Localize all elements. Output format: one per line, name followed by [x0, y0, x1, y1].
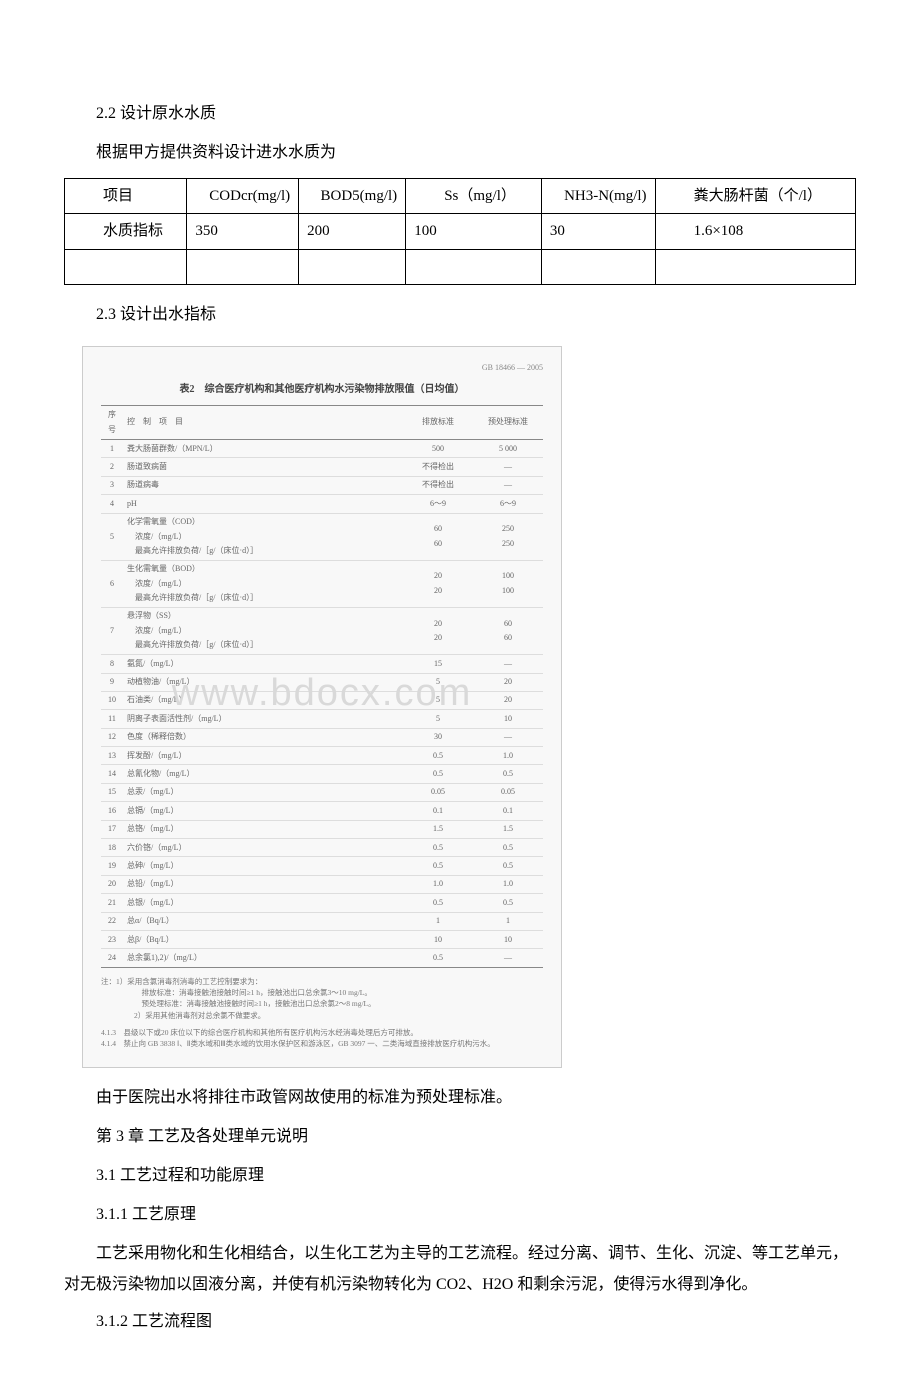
fig-col-1: 控 制 项 目 — [123, 406, 403, 440]
val-ss: 100 — [406, 214, 542, 250]
fig-note-1: 注：1）采用含氯消毒剂消毒的工艺控制要求为： 排放标准：消毒接触池接触时间≥1 … — [101, 976, 543, 1021]
heading-2-3: 2.3 设计出水指标 — [64, 301, 856, 330]
heading-2-2: 2.2 设计原水水质 — [64, 100, 856, 129]
fig-row: 10石油类/（mg/L）520 — [101, 691, 543, 709]
fig-row: 18六价铬/（mg/L）0.50.5 — [101, 839, 543, 857]
fig-col-2: 排放标准 — [403, 406, 473, 440]
intro-2-2: 根据甲方提供资料设计进水水质为 — [64, 139, 856, 168]
heading-3-1: 3.1 工艺过程和功能原理 — [64, 1162, 856, 1191]
fig-col-3: 预处理标准 — [473, 406, 543, 440]
fig-row: 22总α/（Bq/L）11 — [101, 912, 543, 930]
fig-row: 11阴离子表面活性剂/（mg/L）510 — [101, 710, 543, 728]
para-3-1-1: 工艺采用物化和生化相结合，以生化工艺为主导的工艺流程。经过分离、调节、生化、沉淀… — [64, 1239, 856, 1300]
fig-row: 4pH6～96～9 — [101, 495, 543, 513]
chapter-3-heading: 第 3 章 工艺及各处理单元说明 — [64, 1123, 856, 1152]
heading-3-1-2: 3.1.2 工艺流程图 — [64, 1308, 856, 1337]
fig-note-2: 4.1.3 县级以下或20 床位以下的综合医疗机构和其他所有医疗机构污水经消毒处… — [101, 1027, 543, 1050]
fig-row: 21总银/（mg/L）0.50.5 — [101, 894, 543, 912]
fig-col-0: 序号 — [101, 406, 123, 440]
fig-row: 1粪大肠菌群数/（MPN/L）5005 000 — [101, 440, 543, 458]
post-figure-para: 由于医院出水将排往市政管网故使用的标准为预处理标准。 — [64, 1084, 856, 1113]
table-data-row: 水质指标 350 200 100 30 1.6×108 — [65, 214, 856, 250]
fig-row: 13挥发酚/（mg/L）0.51.0 — [101, 747, 543, 765]
fig-row: 12色度（稀释倍数）30— — [101, 728, 543, 746]
table-header-row: 项目 CODcr(mg/l) BOD5(mg/l) Ss（mg/l） NH3-N… — [65, 178, 856, 214]
fig-row: 14总氰化物/（mg/L）0.50.5 — [101, 765, 543, 783]
fig-row: 17总铬/（mg/L）1.51.5 — [101, 820, 543, 838]
th-ss: Ss（mg/l） — [406, 178, 542, 214]
fig-row: 19总砷/（mg/L）0.50.5 — [101, 857, 543, 875]
th-bod: BOD5(mg/l) — [299, 178, 406, 214]
row-label: 水质指标 — [65, 214, 187, 250]
fig-table: 序号 控 制 项 目 排放标准 预处理标准 1粪大肠菌群数/（MPN/L）500… — [101, 405, 543, 968]
val-nh3: 30 — [541, 214, 655, 250]
table-empty-row — [65, 249, 856, 285]
heading-3-1-1: 3.1.1 工艺原理 — [64, 1201, 856, 1230]
val-fecal: 1.6×108 — [655, 214, 855, 250]
standards-figure: www.bdocx.com GB 18466 — 2005 表2 综合医疗机构和… — [82, 346, 562, 1068]
fig-row: 16总镉/（mg/L）0.10.1 — [101, 802, 543, 820]
fig-row: 6生化需氧量（BOD） 浓度/（mg/L） 最高允许排放负荷/［g/（床位·d）… — [101, 560, 543, 607]
fig-row: 2肠道致病菌不得检出— — [101, 458, 543, 476]
inlet-water-table: 项目 CODcr(mg/l) BOD5(mg/l) Ss（mg/l） NH3-N… — [64, 178, 856, 286]
th-nh3: NH3-N(mg/l) — [541, 178, 655, 214]
fig-code: GB 18466 — 2005 — [101, 361, 543, 375]
fig-row: 3肠道病毒不得检出— — [101, 476, 543, 494]
th-fecal: 粪大肠杆菌（个/l） — [655, 178, 855, 214]
th-project: 项目 — [65, 178, 187, 214]
fig-row: 8氨氮/（mg/L）15— — [101, 655, 543, 673]
val-cod: 350 — [187, 214, 299, 250]
fig-row: 20总铅/（mg/L）1.01.0 — [101, 875, 543, 893]
fig-row: 23总β/（Bq/L）1010 — [101, 931, 543, 949]
val-bod: 200 — [299, 214, 406, 250]
fig-row: 24总余氯1),2)/（mg/L）0.5— — [101, 949, 543, 967]
fig-row: 15总汞/（mg/L）0.050.05 — [101, 783, 543, 801]
fig-row: 7悬浮物（SS） 浓度/（mg/L） 最高允许排放负荷/［g/（床位·d）］20… — [101, 607, 543, 654]
fig-title: 表2 综合医疗机构和其他医疗机构水污染物排放限值（日均值） — [101, 381, 543, 399]
fig-row: 5化学需氧量（COD） 浓度/（mg/L） 最高允许排放负荷/［g/（床位·d）… — [101, 513, 543, 560]
fig-row: 9动植物油/（mg/L）520 — [101, 673, 543, 691]
th-cod: CODcr(mg/l) — [187, 178, 299, 214]
